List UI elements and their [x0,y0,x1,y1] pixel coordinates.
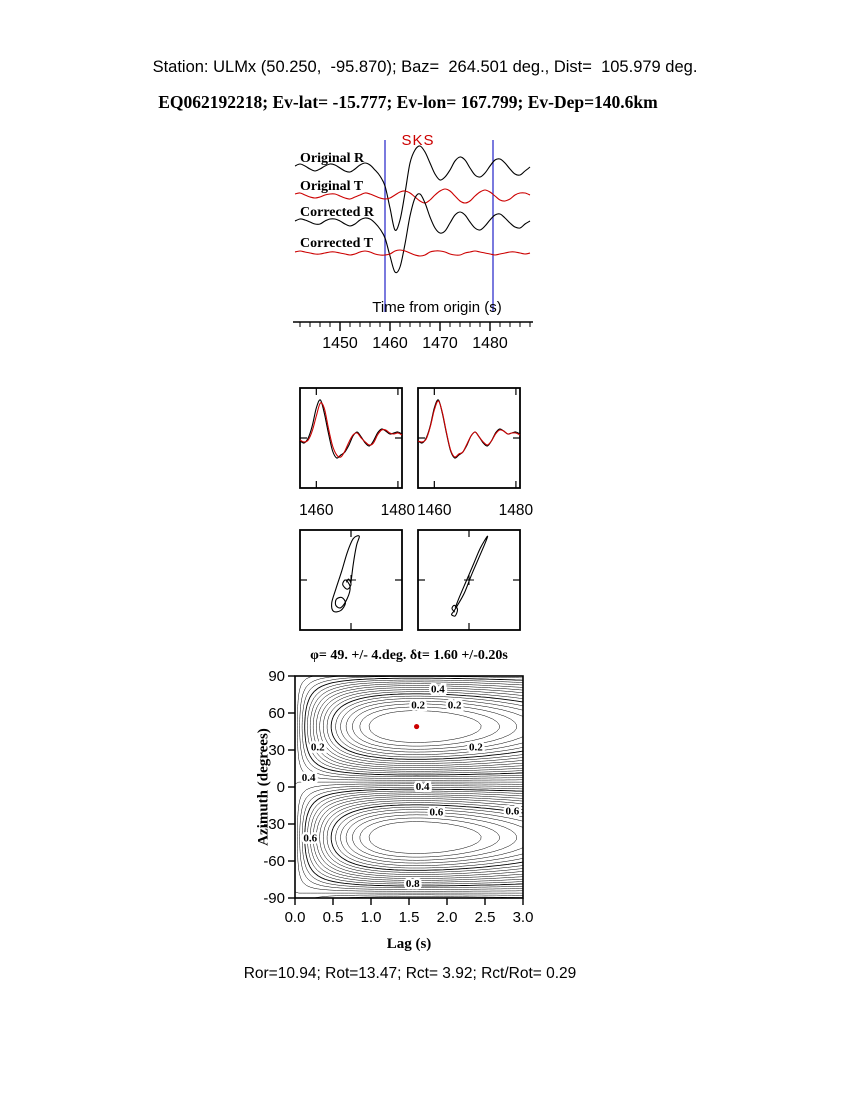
azimuth-tick-label: 60 [268,705,285,722]
lag-axis-label: Lag (s) [386,936,432,952]
contour-line [304,677,524,776]
contour-value-label: 0.4 [416,781,430,793]
splitting-result-title: φ= 49. +/- 4.deg. δt= 1.60 +/-0.20s [310,648,508,663]
contour-line [309,681,524,772]
contour-line [368,821,482,854]
error-surface-panel: 90 60 30 0 -30 -60 -900.0 0.5 1.0 1.5 2.0 2.5 3.0 0.4… [263,668,533,926]
contour-line [352,703,517,750]
contour-line [323,689,524,764]
contour-line [309,792,524,883]
contour-value-label: 0.8 [406,878,420,890]
trace-label-original-t: Original T [300,179,364,194]
particle-path-original [331,535,360,613]
contour-line [304,788,524,887]
azimuth-tick-label: 0 [277,779,285,796]
contour-line [368,710,482,743]
time-axis-tick-label: 1450 [322,335,358,352]
zoom-trace-1-series-1 [299,399,403,459]
trace-corrected-t [294,249,531,257]
phase-label: SKS [401,132,435,149]
azimuth-axis-label: Azimuth (degrees) [255,728,272,846]
contour-line [312,683,524,770]
contour-line [335,806,524,869]
contour-line [359,706,500,747]
contour-value-label: 0.2 [448,699,462,711]
contour-line [307,679,524,774]
contour-line [330,804,524,871]
azimuth-tick-label: -60 [263,853,285,870]
azimuth-tick-label: 30 [268,742,285,759]
contour-line [312,794,524,881]
contour-line [319,798,524,877]
contour-value-label: 0.6 [429,807,443,819]
contour-line [299,675,524,899]
contour-line [359,817,500,858]
trace-original-r [294,145,531,231]
contour-value-label: 0.4 [431,683,445,695]
contour-line [316,796,524,879]
zoom-tick-label: 1480 [499,502,534,519]
time-axis-tick-label: 1470 [422,335,458,352]
trace-label-corrected-r: Corrected R [300,205,375,220]
particle-motion-panels [299,529,521,631]
lag-tick-label: 0.5 [323,909,344,926]
time-axis-tick-label: 1480 [472,335,508,352]
contour-value-label: 0.2 [469,741,483,753]
contour-frame [294,675,524,899]
event-header: EQ062192218; Ev-lat= -15.777; Ev-lon= 16… [158,92,658,112]
zoom-trace-1-series-2 [299,402,403,458]
contour-value-label: 0.6 [303,833,317,845]
zoom-tick-label: 1480 [381,502,416,519]
particle-path-corrected [450,535,489,617]
lag-tick-label: 3.0 [513,909,534,926]
trace-corrected-r [294,193,531,274]
contour-line [297,783,523,892]
azimuth-tick-label: -90 [263,890,285,907]
contour-value-label: 0.2 [411,699,425,711]
contour-line [301,787,524,888]
trace-label-corrected-t: Corrected T [300,236,374,251]
contour-line [323,800,524,875]
lag-tick-label: 2.0 [437,909,458,926]
contour-line [307,790,524,885]
trace-original-t [294,188,531,204]
lag-tick-label: 0.0 [285,909,306,926]
time-axis-tick-label: 1460 [372,335,408,352]
contour-line [345,811,524,864]
contour-line [345,700,524,753]
azimuth-tick-label: 90 [268,668,285,685]
best-solution-marker [414,723,420,730]
contour-line [319,687,524,766]
contour-line [316,685,524,768]
zoom-tick-label: 1460 [299,502,334,519]
contour-line [326,802,524,873]
lag-tick-label: 1.5 [399,909,420,926]
trace-label-original-r: Original R [300,151,365,166]
azimuth-tick-label: -30 [263,816,285,833]
contour-line [340,698,524,755]
contour-line [299,785,524,890]
contour-value-label: 0.4 [302,772,316,784]
waveform-panel: 1450 1460 1470 1480 Original R Original T Corr… [293,140,533,352]
station-header: Station: ULMx (50.250, -95.870); Baz= 26… [152,58,698,76]
zoom-trace-2-series-2 [417,400,521,458]
lag-tick-label: 1.0 [361,909,382,926]
zoom-box-2 [417,387,521,489]
contour-line [352,814,517,861]
contour-line [326,691,524,762]
time-axis-label: Time from origin (s) [372,299,502,316]
contour-value-label: 0.2 [311,741,325,753]
zoom-panels: 1460 1480 1460 1480 [299,387,534,519]
contour-line [330,693,524,760]
lag-tick-label: 2.5 [475,909,496,926]
zoom-trace-2-series-1 [417,399,521,459]
contour-line [335,695,524,758]
contour-line [297,675,523,899]
energy-ratios-footer: Ror=10.94; Rot=13.47; Rct= 3.92; Rct/Rot… [243,965,577,982]
zoom-tick-label: 1460 [417,502,452,519]
contour-value-label: 0.6 [505,805,519,817]
